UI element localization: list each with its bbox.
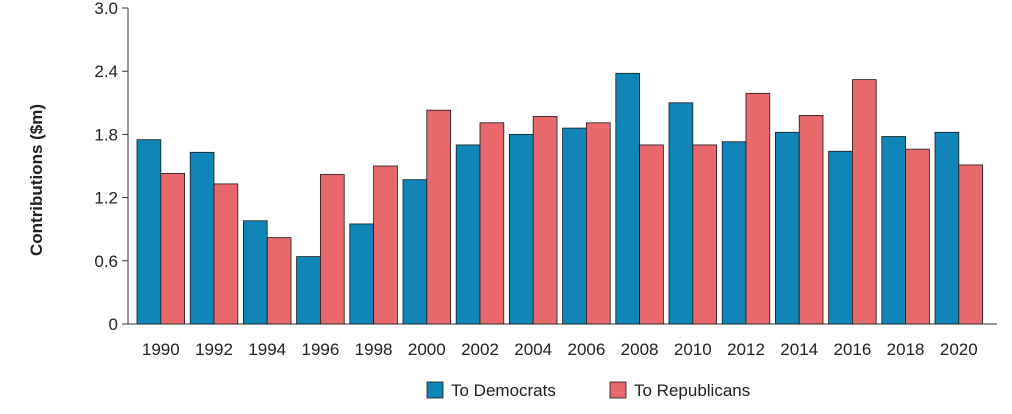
bar-republicans-2016: [852, 79, 877, 325]
x-tick-label: 1996: [301, 340, 339, 359]
bar-republicans-2010: [692, 144, 717, 325]
x-tick-label: 1992: [195, 340, 233, 359]
x-tick-label: 1994: [248, 340, 286, 359]
x-tick-label: 2000: [408, 340, 446, 359]
bar-democrats-1996: [296, 256, 321, 325]
legend-label-republicans: To Republicans: [634, 381, 750, 400]
bar-republicans-2008: [639, 144, 664, 325]
bar-democrats-2006: [562, 127, 587, 325]
bar-democrats-2020: [934, 131, 960, 325]
legend-label-democrats: To Democrats: [451, 381, 556, 400]
x-tick-label: 2008: [621, 340, 659, 359]
bar-democrats-1994: [242, 220, 268, 325]
bar-democrats-2018: [881, 136, 906, 325]
x-tick-label: 1998: [355, 340, 393, 359]
legend-swatch-democrats: [426, 381, 444, 399]
bar-democrats-2000: [402, 179, 428, 325]
bar-republicans-2018: [905, 148, 930, 325]
bar-republicans-1996: [319, 174, 345, 325]
bar-democrats-2010: [668, 102, 694, 325]
bar-democrats-2012: [721, 141, 747, 325]
y-tick-label: 0: [109, 315, 118, 334]
bar-republicans-2002: [479, 122, 505, 325]
x-tick-label: 2020: [940, 340, 978, 359]
bar-republicans-1992: [213, 183, 239, 325]
x-tick-label: 2002: [461, 340, 499, 359]
legend: To Democrats To Republicans: [426, 381, 750, 400]
x-tick-label: 2016: [833, 340, 871, 359]
bar-republicans-2014: [798, 115, 824, 325]
y-axis-title: Contributions ($m): [27, 104, 46, 256]
y-tick-label: 3.0: [94, 0, 118, 18]
bar-democrats-1990: [136, 139, 162, 325]
x-tick-label: 2018: [887, 340, 925, 359]
bar-democrats-2008: [615, 72, 640, 325]
bar-republicans-2006: [586, 122, 611, 325]
bar-republicans-1994: [266, 237, 292, 325]
x-tick-label: 2010: [674, 340, 712, 359]
y-tick-label: 2.4: [94, 62, 118, 81]
bar-democrats-2002: [455, 144, 481, 325]
x-tick-label: 2014: [780, 340, 818, 359]
bar-republicans-2000: [426, 109, 451, 325]
bar-democrats-2016: [828, 150, 853, 325]
x-tick-label: 2012: [727, 340, 765, 359]
x-tick-label: 2006: [567, 340, 605, 359]
bar-democrats-1998: [349, 223, 374, 325]
y-tick-label: 0.6: [94, 252, 118, 271]
plot-area: 0 0.6 1.2 1.8 2.4 3.0 1990 1992 1994 1996 1998 2000…: [94, 0, 997, 359]
bar-democrats-2014: [775, 131, 800, 325]
bar-democrats-1992: [189, 151, 215, 325]
y-tick-label: 1.8: [94, 125, 118, 144]
bar-republicans-2020: [958, 164, 983, 325]
legend-swatch-republicans: [609, 381, 627, 399]
bar-republicans-2004: [532, 116, 558, 325]
y-tick-label: 1.2: [94, 189, 118, 208]
bar-republicans-1998: [373, 165, 398, 325]
bar-democrats-2004: [508, 133, 534, 325]
x-tick-label: 1990: [142, 340, 180, 359]
bar-republicans-2012: [745, 92, 771, 325]
bar-republicans-1990: [160, 172, 186, 325]
x-tick-label: 2004: [514, 340, 552, 359]
